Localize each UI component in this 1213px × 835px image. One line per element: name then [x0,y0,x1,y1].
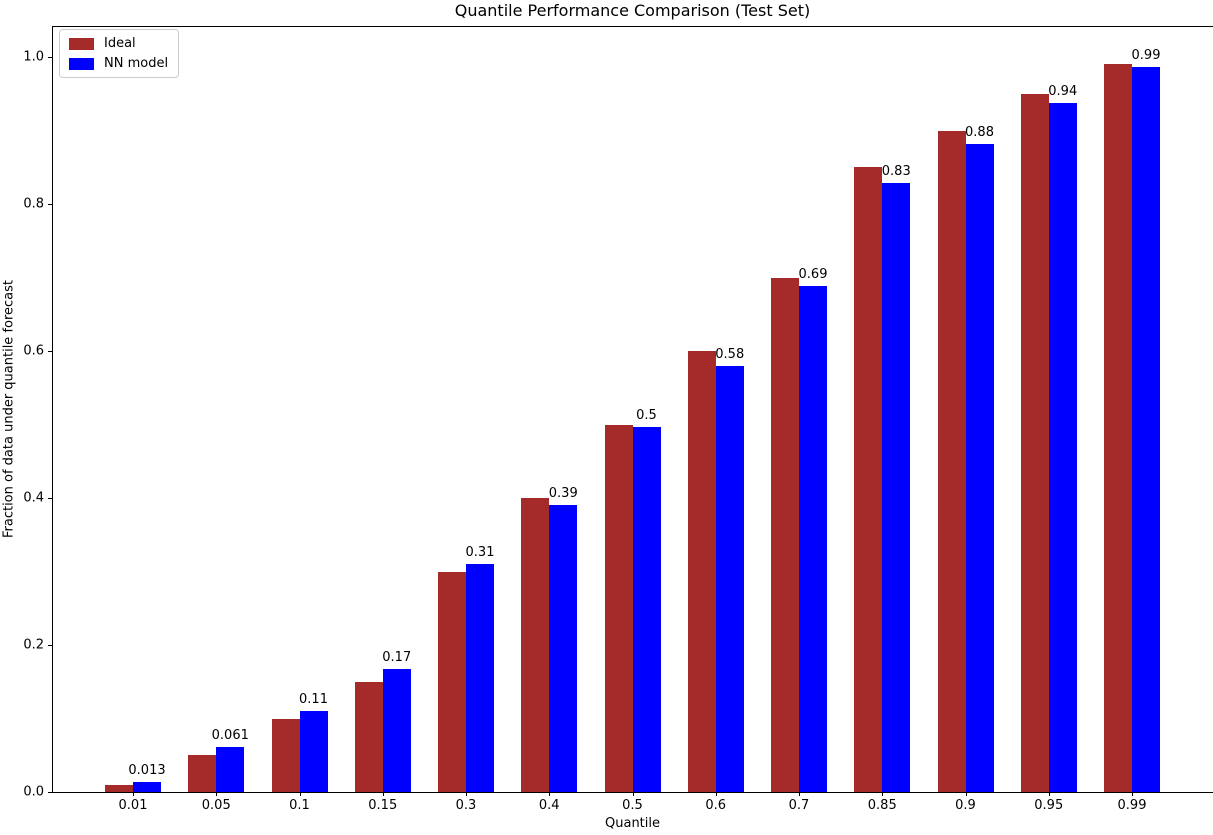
y-tick-label: 0.2 [23,637,44,653]
x-tick-mark [549,792,551,796]
bar-value-label: 0.94 [1048,84,1078,100]
bar-nn-model [382,668,411,792]
x-tick-mark [1132,792,1133,796]
bar-ideal [604,424,633,792]
y-tick-mark [48,498,52,499]
bar-ideal [105,784,133,792]
x-tick-label: 0.15 [368,798,398,813]
bar-ideal [188,755,217,792]
bar-value-label: 0.061 [211,728,249,744]
y-tick-label: 0.6 [23,343,44,359]
x-tick-label: 0.6 [705,798,727,813]
bar-ideal [687,351,716,792]
x-tick-label: 0.4 [538,798,560,813]
bar-ideal [1020,93,1049,792]
legend-swatch-ideal [69,37,94,50]
legend: Ideal NN model [59,29,180,78]
x-tick-mark [216,792,218,796]
plot-area: 0.013 0.061 0.11 0.17 0.31 0.39 0.5 0.58 0.69 0.8… [52,26,1213,793]
legend-item-nn-model: NN model [69,57,168,70]
y-tick-mark [48,792,52,793]
legend-label-ideal: Ideal [104,36,136,51]
bar-nn-model [1132,66,1160,792]
bar-value-label: 0.83 [881,164,911,180]
bar-nn-model [632,426,661,792]
y-tick-mark [48,57,52,58]
bar-nn-model [133,782,161,792]
x-tick-label: 0.01 [118,798,148,813]
y-axis-label: Fraction of data under quantile forecast [1,279,17,539]
y-tick-label: 0.0 [23,784,44,800]
bar-value-label: 0.88 [965,125,994,141]
x-tick-mark [382,792,384,796]
bar-value-label: 0.11 [299,692,328,708]
bar-nn-model [965,144,994,792]
x-tick-label: 0.3 [455,798,477,813]
x-tick-label: 0.05 [201,798,231,813]
x-tick-mark [632,792,634,796]
bar-ideal [521,498,550,792]
bar-nn-model [799,286,827,792]
bar-value-label: 0.58 [715,346,745,362]
bar-value-label: 0.31 [465,545,495,561]
y-tick-mark [48,351,52,352]
bar-nn-model [882,183,911,792]
y-tick-mark [48,645,52,646]
bar-ideal [271,718,300,792]
bar-ideal [1104,64,1132,792]
x-tick-label: 0.1 [289,798,310,813]
legend-label-nn-model: NN model [104,56,169,71]
bar-ideal [771,277,799,792]
x-tick-mark [965,792,967,796]
x-tick-mark [133,792,134,796]
bar-nn-model [216,747,245,792]
x-tick-label: 0.99 [1117,798,1147,813]
x-tick-mark [1048,792,1050,796]
x-tick-mark [799,792,800,796]
bar-ideal [438,571,466,792]
x-tick-mark [466,792,467,796]
y-tick-label: 0.4 [23,490,44,506]
bar-nn-model [715,365,744,792]
bar-nn-model [1048,103,1077,792]
bar-nn-model [299,711,328,792]
bar-value-label: 0.99 [1131,47,1161,63]
bar-ideal [937,130,966,792]
bar-nn-model [466,564,494,792]
x-tick-label: 0.7 [788,798,810,813]
legend-swatch-nn-model [69,57,94,70]
x-axis-label: Quantile [605,816,660,831]
bar-nn-model [549,505,578,792]
x-tick-mark [715,792,717,796]
bar-value-label: 0.5 [636,407,657,423]
y-tick-mark [48,204,52,205]
bar-value-label: 0.39 [548,486,578,502]
bar-ideal [354,681,383,792]
x-tick-label: 0.95 [1034,798,1064,813]
bar-value-label: 0.69 [798,267,828,283]
x-tick-label: 0.5 [622,798,643,813]
bar-value-label: 0.17 [382,649,412,665]
bar-value-label: 0.013 [128,763,166,779]
y-tick-label: 1.0 [23,49,44,65]
bar-ideal [854,167,883,792]
legend-item-ideal: Ideal [69,37,168,50]
x-tick-mark [299,792,301,796]
x-tick-label: 0.85 [867,798,897,813]
x-tick-label: 0.9 [955,798,976,813]
x-tick-mark [882,792,884,796]
y-tick-label: 0.8 [23,196,44,212]
chart-title: Quantile Performance Comparison (Test Se… [454,1,811,20]
